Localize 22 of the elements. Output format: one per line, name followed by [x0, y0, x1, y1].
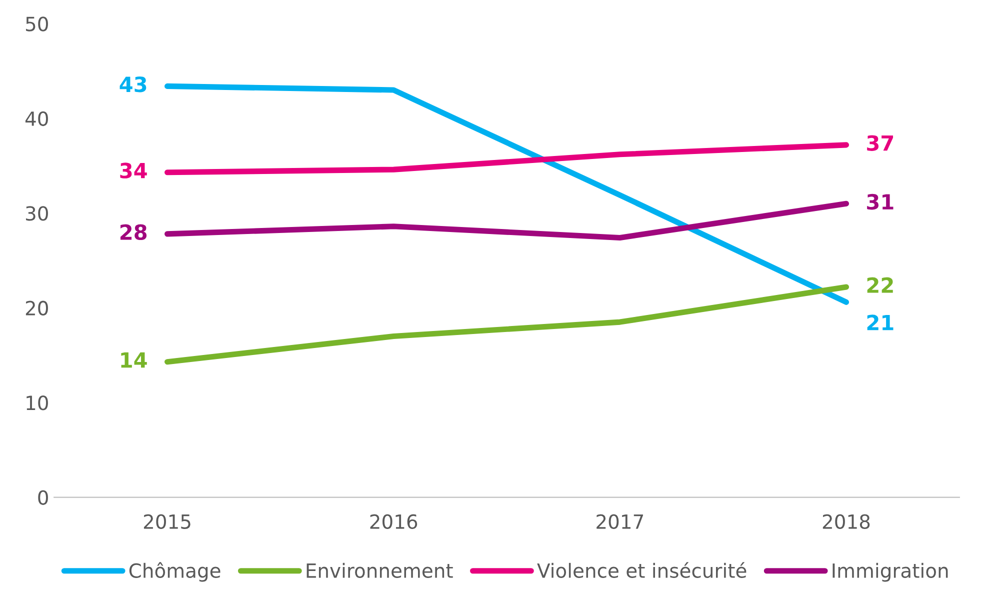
x-tick-label: 2016 [370, 514, 418, 529]
data-label: 37 [867, 135, 894, 151]
data-label: 22 [867, 277, 893, 293]
data-label: 34 [120, 162, 147, 178]
legend-label: Immigration [832, 562, 948, 582]
data-label: 31 [867, 194, 894, 210]
y-tick-label: 40 [25, 111, 48, 126]
data-label: 14 [121, 352, 147, 368]
data-label: 28 [120, 224, 147, 240]
data-label: 21 [867, 314, 894, 330]
y-tick-label: 0 [38, 490, 48, 505]
y-tick-label: 50 [26, 16, 48, 32]
data-label: 43 [120, 76, 146, 92]
legend-label: Violence et insécurité [537, 562, 746, 578]
x-tick-label: 2018 [822, 514, 870, 529]
y-tick-label: 30 [26, 206, 48, 221]
x-tick-label: 2017 [596, 514, 643, 529]
legend-label: Chômage [129, 562, 220, 582]
y-tick-label: 20 [26, 300, 48, 316]
x-tick-label: 2015 [144, 514, 190, 529]
legend-label: Environnement [306, 562, 453, 578]
y-tick-label: 10 [26, 396, 48, 410]
